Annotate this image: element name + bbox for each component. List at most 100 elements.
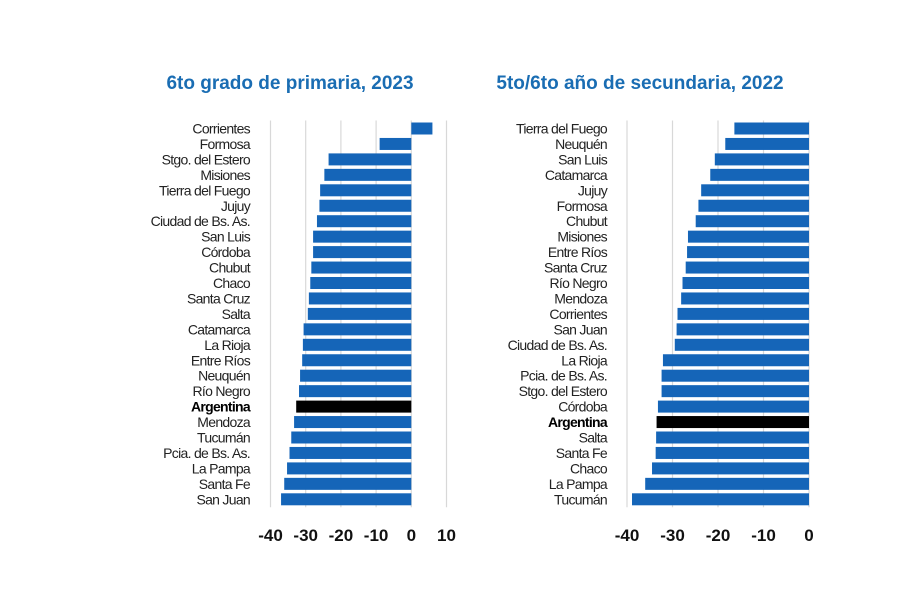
category-label: La Pampa [192,460,251,476]
bar [645,477,809,490]
category-label: San Luis [558,151,608,167]
category-label: Chaco [213,275,251,291]
category-label: Chaco [570,460,608,476]
category-label: Jujuy [578,182,608,198]
category-label: Chubut [566,213,608,229]
category-label: San Luis [201,229,251,245]
bar [294,416,412,429]
bar [302,338,412,351]
x-tick-label: 0 [407,526,416,545]
category-label: Neuquén [198,368,250,384]
bar [324,168,412,181]
category-label: Mendoza [554,290,608,306]
category-label: Tierra del Fuego [516,121,608,137]
bar [379,137,412,150]
bar [682,277,809,289]
bar [310,277,412,289]
bar [313,230,412,243]
bar [681,292,809,305]
bar [695,215,809,228]
x-tick-label: -30 [293,526,318,545]
category-label: Stgo. del Estero [162,151,251,167]
category-label: Pcia. de Bs. As. [520,368,607,384]
bar [311,261,412,274]
bar [632,493,809,506]
bar [652,462,809,475]
category-label: Ciudad de Bs. As. [508,337,607,353]
category-label: Córdoba [558,399,608,415]
bar [662,354,809,367]
category-label: Río Negro [549,275,607,291]
category-label: Tucumán [197,430,250,446]
bar [725,137,809,150]
category-label: Argentina [191,399,251,415]
category-label: La Rioja [561,352,608,368]
chart-title-primaria: 6to grado de primaria, 2023 [166,73,413,94]
bar [676,323,809,336]
category-label: Jujuy [221,198,251,214]
bar [701,184,809,197]
category-label: Chubut [209,260,251,276]
category-label: Santa Cruz [187,290,251,306]
category-label: Formosa [200,136,251,152]
x-tick-label: -40 [615,526,640,545]
category-label: Santa Cruz [544,260,608,276]
bar [303,323,412,336]
category-label: Salta [579,430,608,446]
category-label: La Pampa [549,476,608,492]
category-label: Misiones [200,167,250,183]
bar [655,446,809,459]
bar [698,199,809,212]
bar [674,338,809,351]
category-label: Tucumán [554,491,607,507]
bar [281,493,412,506]
x-tick-label: -20 [706,526,731,545]
category-label: Catamarca [545,167,608,183]
chart-title-secundaria: 5to/6to año de secundaria, 2022 [496,73,783,94]
category-label: San Juan [553,321,607,337]
category-label: Corrientes [192,121,250,137]
category-label: Entre Ríos [548,244,608,260]
category-label: Stgo. del Estero [519,383,608,399]
category-label: Salta [222,306,251,322]
x-tick-label: -40 [258,526,283,545]
bar [320,184,412,197]
x-tick-label: -20 [329,526,354,545]
category-label: Pcia. de Bs. As. [163,445,250,461]
category-label: Córdoba [201,244,251,260]
bar [734,122,809,135]
bar [685,261,809,274]
category-label: Tierra del Fuego [159,182,251,198]
bar [291,431,412,444]
bar [316,215,412,228]
bar [313,246,412,259]
category-label: Río Negro [192,383,250,399]
category-label: La Rioja [204,337,251,353]
bar [300,369,412,382]
bar [307,307,412,320]
bar-argentina [656,416,809,429]
bar [677,307,809,320]
category-label: Entre Ríos [191,352,251,368]
category-label: Corrientes [549,306,607,322]
category-label: Neuquén [555,136,607,152]
category-label: Santa Fe [199,476,251,492]
category-label: Argentina [548,414,608,430]
bar [302,354,412,367]
x-tick-label: -30 [660,526,685,545]
x-tick-label: -10 [751,526,776,545]
category-label: Formosa [557,198,608,214]
bar-argentina [296,400,412,413]
category-label: Mendoza [197,414,251,430]
category-label: Santa Fe [556,445,608,461]
category-label: San Juan [196,491,250,507]
category-label: Catamarca [188,321,251,337]
bar [308,292,412,305]
bar [714,153,809,166]
bar [661,369,809,382]
category-label: Misiones [557,229,607,245]
x-tick-label: 10 [437,526,456,545]
bar [687,230,809,243]
